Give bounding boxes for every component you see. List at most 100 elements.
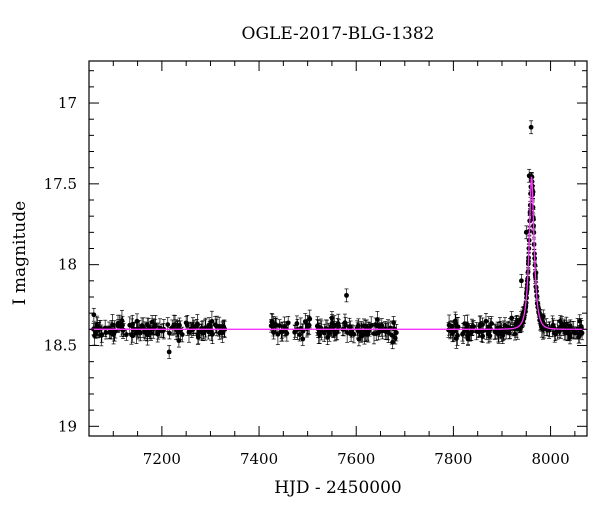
data-point bbox=[480, 333, 486, 339]
data-point bbox=[284, 330, 290, 336]
data-point bbox=[455, 333, 460, 338]
data-point bbox=[325, 335, 331, 340]
y-tick-label: 17 bbox=[58, 94, 77, 112]
data-point bbox=[460, 331, 466, 336]
data-point bbox=[390, 339, 396, 345]
y-axis-label: I magnitude bbox=[10, 201, 30, 305]
data-point bbox=[283, 326, 289, 332]
data-point bbox=[374, 317, 380, 322]
data-point bbox=[564, 321, 569, 327]
data-point bbox=[302, 319, 308, 325]
data-point bbox=[285, 320, 291, 326]
data-point bbox=[167, 330, 172, 336]
data-point bbox=[177, 322, 182, 328]
y-tick-label: 18 bbox=[58, 256, 77, 274]
data-point bbox=[512, 331, 518, 337]
x-tick-label: 7600 bbox=[337, 450, 375, 468]
data-point bbox=[509, 315, 515, 321]
model-curve bbox=[89, 176, 587, 330]
x-tick-label: 7400 bbox=[240, 450, 278, 468]
data-point bbox=[271, 330, 277, 335]
plot-frame bbox=[88, 60, 588, 437]
data-point bbox=[528, 124, 534, 130]
data-point bbox=[297, 332, 303, 337]
data-point bbox=[368, 323, 374, 328]
data-point bbox=[275, 331, 281, 337]
axis-ticks: 7200 7400 7600 7800 8000 17 17.5 18 18.5 19 bbox=[44, 61, 587, 468]
data-point bbox=[137, 330, 143, 336]
y-tick-label: 18.5 bbox=[44, 336, 77, 354]
data-point bbox=[294, 321, 300, 326]
data-point bbox=[209, 318, 215, 324]
data-point bbox=[130, 321, 135, 327]
data-point bbox=[489, 321, 494, 326]
data-point bbox=[373, 322, 379, 327]
data-point bbox=[115, 323, 121, 329]
data-point bbox=[148, 330, 154, 336]
data-point bbox=[392, 335, 398, 341]
data-point bbox=[98, 326, 104, 332]
data-point bbox=[195, 335, 201, 340]
data-point bbox=[130, 333, 136, 339]
data-point bbox=[124, 332, 129, 337]
data-point bbox=[494, 330, 500, 335]
x-tick-label: 7200 bbox=[143, 450, 181, 468]
y-tick-label: 19 bbox=[58, 417, 77, 435]
data-point bbox=[471, 324, 477, 329]
x-tick-label: 8000 bbox=[531, 450, 569, 468]
data-point bbox=[358, 333, 364, 339]
data-point bbox=[344, 292, 349, 298]
data-point bbox=[386, 330, 391, 336]
data-point bbox=[277, 323, 282, 328]
data-point bbox=[119, 318, 125, 324]
data-point bbox=[469, 329, 474, 335]
data-point bbox=[356, 336, 362, 342]
data-point bbox=[194, 321, 200, 327]
data-point bbox=[391, 320, 396, 325]
data-point bbox=[183, 320, 189, 326]
data-point bbox=[344, 329, 350, 335]
data-point bbox=[165, 322, 171, 328]
data-point bbox=[300, 336, 306, 342]
chart-title: OGLE-2017-BLG-1382 bbox=[242, 24, 435, 44]
data-point bbox=[314, 323, 320, 329]
data-point bbox=[465, 322, 470, 328]
data-point bbox=[300, 328, 306, 334]
data-point bbox=[179, 332, 185, 337]
data-point bbox=[92, 333, 97, 339]
data-point bbox=[99, 332, 105, 337]
data-point bbox=[523, 229, 529, 235]
data-point bbox=[449, 324, 455, 329]
data-point bbox=[487, 333, 493, 339]
data-point bbox=[455, 324, 461, 330]
data-point bbox=[172, 322, 178, 328]
data-point bbox=[110, 322, 115, 328]
data-point bbox=[103, 330, 109, 335]
data-point bbox=[206, 322, 212, 328]
data-point bbox=[351, 331, 357, 337]
x-tick-label: 7800 bbox=[434, 450, 472, 468]
data-point bbox=[329, 315, 335, 321]
data-point bbox=[526, 173, 532, 179]
data-point bbox=[321, 330, 327, 336]
data-point bbox=[519, 278, 524, 284]
data-point bbox=[577, 318, 583, 324]
data-point bbox=[307, 316, 313, 322]
data-point bbox=[306, 322, 312, 328]
data-point bbox=[480, 322, 485, 327]
data-point bbox=[178, 327, 184, 333]
data-point bbox=[317, 331, 323, 337]
data-point bbox=[153, 322, 158, 328]
data-point bbox=[355, 323, 361, 329]
data-point bbox=[336, 323, 342, 329]
data-point bbox=[269, 319, 275, 325]
x-axis-label: HJD - 2450000 bbox=[274, 478, 402, 498]
data-point bbox=[379, 323, 385, 329]
data-point bbox=[166, 349, 172, 355]
data-point bbox=[540, 313, 546, 319]
y-tick-label: 17.5 bbox=[44, 175, 77, 193]
data-point bbox=[326, 330, 332, 336]
plot-area bbox=[89, 120, 587, 359]
data-point bbox=[144, 322, 150, 327]
data-point bbox=[567, 335, 573, 340]
